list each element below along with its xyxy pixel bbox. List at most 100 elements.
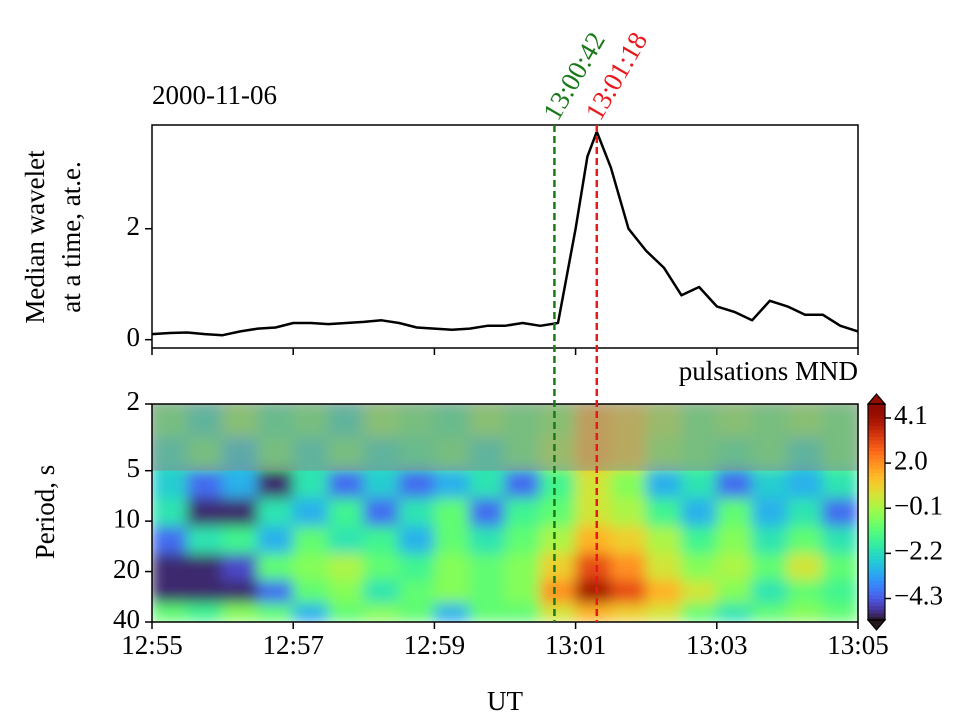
colorbar-step [868,526,885,531]
colorbar-step [868,580,885,585]
plot-frame [151,403,859,623]
cell [257,553,294,582]
colorbar-extend [866,619,887,631]
cell [328,603,365,622]
cell [645,580,682,605]
cell [257,468,294,500]
colorbar-step [868,558,885,563]
cell [539,553,577,582]
cell [822,553,858,582]
colorbar-step [868,440,885,445]
cell [328,468,365,500]
colorbar-step [868,454,885,459]
colorbar-step [868,594,885,599]
y-tick-label: 20 [113,554,140,584]
colorbar-step [868,490,885,495]
colorbar-step [868,407,885,412]
cell [186,468,224,500]
cell [398,526,435,555]
colorbar-tick-label: −0.1 [894,490,943,520]
colorbar-step [868,458,885,463]
cell [504,468,541,500]
cell [822,580,858,605]
cell [539,498,577,528]
colorbar-tick-label: 4.1 [894,400,928,430]
cell [716,603,753,622]
cell [751,553,788,582]
cell [645,603,682,622]
colorbar-step [868,602,885,607]
cell [469,553,506,582]
shaded-region [152,404,858,471]
colorbar-step [868,555,885,560]
colorbar-step [868,436,885,441]
colorbar-step [868,432,885,437]
colorbar-step [868,483,885,488]
cell [222,553,259,582]
cell [292,468,329,500]
cell [186,498,224,528]
cell [469,580,506,605]
cell [716,580,753,605]
cell [575,603,612,622]
y-tick-label: 40 [113,604,140,634]
colorbar-step [868,584,885,589]
cell [610,498,647,528]
colorbar-step [868,501,885,506]
cell [716,498,753,528]
colorbar-step [868,519,885,524]
colorbar-step [868,598,885,603]
cell [751,580,788,605]
cell [257,498,294,528]
colorbar-step [868,497,885,502]
cell [681,498,718,528]
cell [257,580,294,605]
cell [469,498,506,528]
cell [786,603,824,622]
cell [363,526,400,555]
colorbar-step [868,569,885,574]
colorbar-step [868,508,885,513]
cell [786,526,824,555]
colorbar-step [868,609,885,614]
cell [186,603,224,622]
cell [363,498,400,528]
cell [716,468,753,500]
cell [433,580,471,605]
cell [398,498,435,528]
y-tick-label: 0 [127,322,141,352]
cell [328,553,365,582]
y-label: Period, s [30,465,60,560]
colorbar-step [868,479,885,484]
colorbar-step [868,587,885,592]
cell [328,526,365,555]
cell [292,553,329,582]
cell [716,553,753,582]
cell [751,498,788,528]
colorbar-step [868,429,885,434]
cell [152,498,188,528]
cell [539,526,577,555]
x-tick-label: 13:05 [827,630,889,660]
cell [186,526,224,555]
cell [681,526,718,555]
cell [786,468,824,500]
cell [539,580,577,605]
colorbar-step [868,468,885,473]
cell [292,580,329,605]
y-label: Median wavelet [20,150,50,324]
colorbar-step [868,443,885,448]
cell [645,498,682,528]
colorbar-step [868,472,885,477]
cell [681,468,718,500]
y-tick-label: 5 [127,453,141,483]
line [151,130,859,337]
cell [786,553,824,582]
cell [575,553,612,582]
colorbar-tick-label: −2.2 [894,536,943,566]
colorbar-step [868,566,885,571]
cell [398,553,435,582]
cell [751,526,788,555]
cell [152,553,188,582]
